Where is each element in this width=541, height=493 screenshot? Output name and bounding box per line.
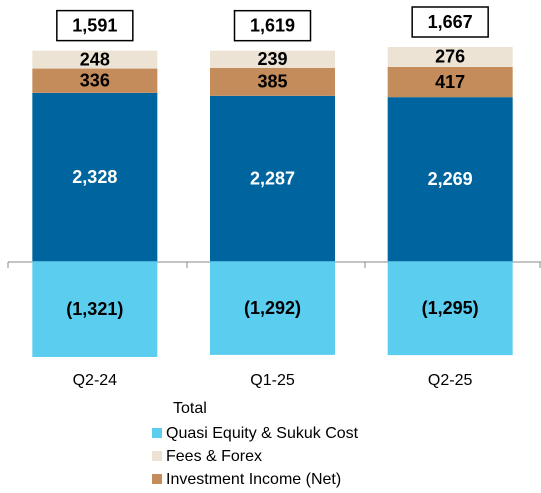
legend-label: Total: [173, 400, 207, 417]
bar-segment: [210, 67, 335, 96]
bar-segment: [32, 50, 158, 69]
bar-segment: [210, 261, 335, 355]
total-label: 1,667: [428, 12, 473, 32]
total-box: [233, 9, 312, 42]
value-label: 248: [80, 49, 110, 69]
total-label: 1,591: [72, 15, 117, 35]
legend-swatch: [152, 474, 162, 484]
legend-label: Investment Income (Net): [166, 471, 341, 488]
x-tick-label: Q1-25: [250, 372, 295, 389]
value-label: 276: [435, 47, 465, 67]
bar-segment: [387, 261, 513, 356]
bar-segment: [387, 97, 513, 262]
bar-segment: [32, 261, 158, 357]
total-box: [56, 9, 134, 42]
bar-segment: [210, 95, 335, 262]
bar-segment: [32, 92, 158, 262]
bar-segment: [32, 68, 158, 93]
legend-swatch: [152, 428, 162, 438]
value-label: (1,295): [422, 298, 479, 318]
x-tick-label: Q2-25: [428, 372, 473, 389]
total-label: 1,619: [250, 15, 295, 35]
legend-label: Fees & Forex: [166, 448, 262, 465]
value-label: (1,292): [244, 298, 301, 318]
total-box: [411, 6, 489, 38]
value-label: 336: [80, 70, 110, 90]
value-label: 2,269: [428, 169, 473, 189]
value-label: 417: [435, 72, 465, 92]
value-label: 385: [257, 72, 287, 92]
value-label: 2,328: [72, 167, 117, 187]
value-label: 2,287: [250, 168, 295, 188]
x-tick-label: Q2-24: [73, 372, 118, 389]
value-label: 239: [257, 49, 287, 69]
legend-label: Quasi Equity & Sukuk Cost: [166, 425, 359, 442]
bar-segment: [387, 47, 513, 67]
legend-swatch: [152, 451, 162, 461]
value-label: (1,321): [66, 299, 123, 319]
bar-segment: [387, 66, 513, 98]
bar-segment: [210, 50, 335, 68]
